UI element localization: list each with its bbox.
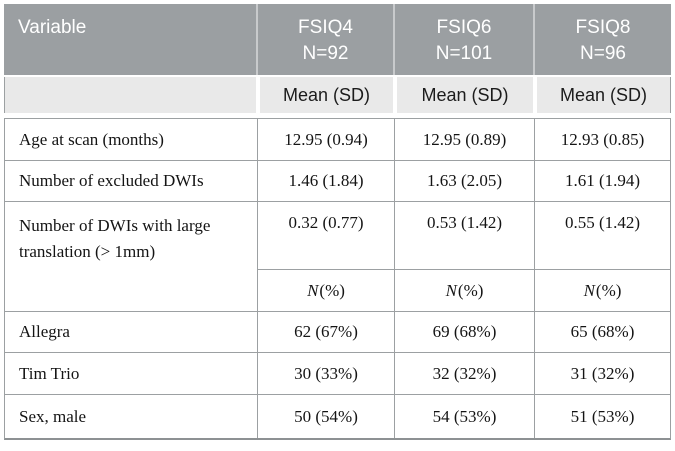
count-header-pct: (%)	[319, 280, 345, 300]
row-label-allegra: Allegra	[5, 312, 257, 353]
cell-timtrio-fsiq6: 32 (32%)	[394, 353, 534, 395]
count-header-pct: (%)	[457, 280, 484, 300]
statistics-table: Variable FSIQ4 N=92 FSIQ6 N=101 FSIQ8 N=…	[4, 4, 671, 440]
subheader-mean-sd: Mean (SD)	[256, 77, 393, 113]
cell-translation-fsiq6: 0.53 (1.42)	[394, 202, 534, 270]
cell-allegra-fsiq4: 62 (67%)	[257, 312, 394, 353]
table-body: Age at scan (months) 12.95 (0.94) 12.95 …	[4, 118, 671, 440]
cell-age-fsiq4: 12.95 (0.94)	[257, 119, 394, 161]
count-header-n: N	[583, 280, 595, 300]
row-label-large-translation: Number of DWIs with large translation (>…	[5, 202, 257, 312]
cell-excluded-fsiq4: 1.46 (1.84)	[257, 161, 394, 202]
group-name: FSIQ6	[436, 17, 492, 38]
subheader-mean-sd: Mean (SD)	[393, 77, 533, 113]
header-variable: Variable	[18, 17, 87, 38]
count-header-pct: (%)	[595, 280, 622, 300]
header-group-fsiq6: FSIQ6 N=101	[393, 4, 533, 75]
cell-sexmale-fsiq4: 50 (54%)	[257, 395, 394, 438]
header-group-fsiq8: FSIQ8 N=96	[533, 4, 671, 75]
subheader-mean-sd: Mean (SD)	[533, 77, 670, 113]
row-label-age-at-scan: Age at scan (months)	[5, 119, 257, 161]
cell-excluded-fsiq6: 1.63 (2.05)	[394, 161, 534, 202]
count-header-fsiq6: N (%)	[394, 270, 534, 312]
row-label-tim-trio: Tim Trio	[5, 353, 257, 395]
group-n: N=101	[435, 43, 493, 64]
table-header-row: Variable FSIQ4 N=92 FSIQ6 N=101 FSIQ8 N=…	[4, 4, 671, 75]
count-header-n: N	[445, 280, 457, 300]
row-label-sex-male: Sex, male	[5, 395, 257, 438]
cell-timtrio-fsiq8: 31 (32%)	[534, 353, 670, 395]
cell-age-fsiq8: 12.93 (0.85)	[534, 119, 670, 161]
count-header-fsiq8: N (%)	[534, 270, 670, 312]
cell-translation-fsiq4: 0.32 (0.77)	[257, 202, 394, 270]
group-name: FSIQ4	[298, 17, 353, 38]
group-n: N=92	[302, 43, 349, 64]
count-header-n: N	[307, 280, 319, 300]
subheader-separator	[4, 113, 671, 118]
group-n: N=96	[580, 43, 626, 64]
cell-age-fsiq6: 12.95 (0.89)	[394, 119, 534, 161]
cell-allegra-fsiq8: 65 (68%)	[534, 312, 670, 353]
cell-sexmale-fsiq8: 51 (53%)	[534, 395, 670, 438]
cell-excluded-fsiq8: 1.61 (1.94)	[534, 161, 670, 202]
header-separator	[4, 75, 671, 77]
row-label-excluded-dwis: Number of excluded DWIs	[5, 161, 257, 202]
subheader-empty-cell	[5, 77, 256, 113]
cell-allegra-fsiq6: 69 (68%)	[394, 312, 534, 353]
cell-translation-fsiq8: 0.55 (1.42)	[534, 202, 670, 270]
group-name: FSIQ8	[575, 17, 631, 38]
count-header-fsiq4: N (%)	[257, 270, 394, 312]
cell-sexmale-fsiq6: 54 (53%)	[394, 395, 534, 438]
header-group-fsiq4: FSIQ4 N=92	[256, 4, 393, 75]
cell-timtrio-fsiq4: 30 (33%)	[257, 353, 394, 395]
subheader-row: Mean (SD) Mean (SD) Mean (SD)	[4, 77, 671, 113]
